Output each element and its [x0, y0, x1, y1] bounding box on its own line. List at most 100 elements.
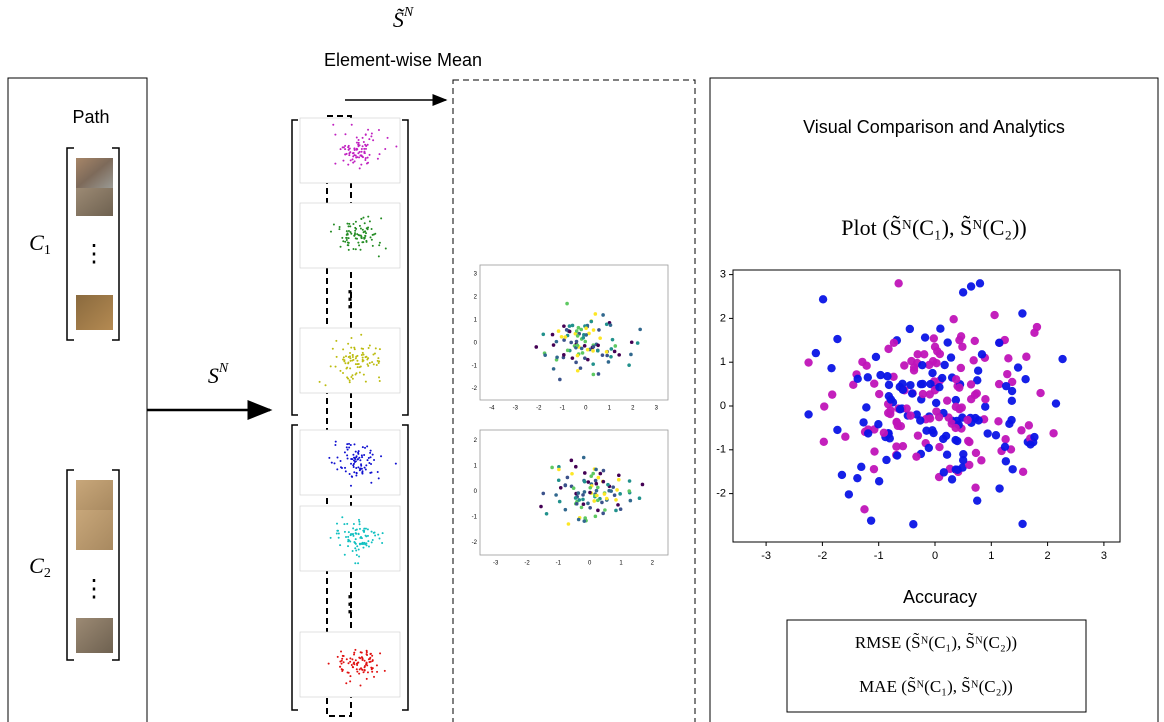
decor-dot	[341, 668, 344, 671]
decor-dot	[863, 429, 873, 438]
decor-dot	[355, 237, 358, 240]
decor-dot	[368, 138, 371, 141]
decor-dot	[375, 364, 378, 367]
decor-dot	[359, 227, 362, 230]
decor-dot	[977, 350, 987, 359]
decor-dot	[354, 538, 357, 541]
decor-dot	[341, 236, 344, 239]
image	[76, 158, 113, 188]
decor-dot	[352, 248, 355, 251]
decor-dot	[344, 470, 347, 473]
decor-dot	[973, 496, 982, 505]
decor-dot	[360, 464, 363, 467]
decor-dot	[544, 511, 549, 516]
decor-dot	[352, 527, 355, 530]
decor-dot	[348, 147, 351, 150]
decor-dot	[953, 465, 962, 474]
decor-dot	[341, 516, 344, 519]
decor-dot	[345, 682, 348, 685]
y-tick-label: 2	[474, 295, 478, 301]
decor-dot	[336, 468, 339, 471]
decor-dot	[363, 527, 366, 530]
decor-dot	[1004, 354, 1013, 363]
decor-dot	[591, 372, 596, 377]
ellipsis: ⋮	[82, 575, 106, 602]
decor-dot	[884, 408, 893, 418]
decor-dot	[377, 357, 380, 360]
decor-dot	[973, 366, 983, 375]
decor-dot	[372, 353, 375, 356]
decor-dot	[376, 157, 379, 160]
decor-dot	[1013, 363, 1023, 372]
path-panel	[7, 77, 148, 722]
decor-dot	[370, 530, 373, 533]
decor-dot	[372, 139, 375, 142]
decor-dot	[612, 349, 617, 354]
decor-dot	[1024, 421, 1034, 430]
decor-dot	[581, 455, 586, 460]
decor-dot	[361, 241, 364, 244]
decor-dot	[365, 464, 368, 467]
decor-dot	[942, 450, 952, 459]
decor-dot	[345, 236, 348, 239]
decor-dot	[357, 152, 360, 155]
decor-dot	[574, 502, 579, 506]
y-tick-label: -2	[472, 386, 478, 392]
decor-dot	[332, 223, 335, 226]
decor-dot	[627, 479, 632, 483]
decor-dot	[556, 329, 561, 333]
decor-dot	[947, 475, 957, 484]
decor-dot	[601, 468, 606, 473]
decor-dot	[604, 350, 609, 354]
decor-dot	[383, 669, 386, 672]
decor-dot	[350, 663, 353, 666]
decor-dot	[874, 389, 884, 399]
decor-dot	[370, 463, 373, 466]
decor-dot	[591, 349, 595, 353]
decor-dot	[365, 677, 368, 680]
decor-dot	[841, 432, 850, 441]
x-tick-label: -1	[556, 561, 562, 567]
decor-dot	[347, 377, 350, 380]
analytics-panel	[709, 77, 1159, 722]
decor-dot	[827, 363, 836, 373]
decor-dot	[372, 531, 375, 534]
decor-dot	[909, 520, 918, 529]
decor-dot	[909, 363, 919, 372]
decor-dot	[358, 672, 361, 675]
decor-dot	[373, 352, 376, 355]
decor-dot	[565, 348, 570, 353]
decor-dot	[344, 144, 347, 147]
decor-dot	[360, 467, 363, 470]
decor-dot	[371, 670, 374, 673]
decor-dot	[354, 363, 357, 366]
decor-dot	[970, 336, 979, 346]
decor-dot	[951, 423, 960, 433]
decor-dot	[368, 153, 371, 156]
decor-dot	[355, 549, 358, 552]
decor-dot	[357, 450, 360, 453]
decor-dot	[348, 381, 351, 384]
decor-dot	[357, 466, 360, 469]
decor-dot	[347, 163, 350, 166]
decor-dot	[370, 227, 373, 230]
x-tick-label: 1	[988, 550, 994, 562]
decor-dot	[1007, 386, 1017, 396]
decor-dot	[360, 537, 363, 540]
decor-dot	[364, 534, 367, 537]
decor-dot	[360, 454, 363, 457]
x-tick-label: 3	[655, 406, 659, 412]
decor-dot	[346, 222, 349, 225]
decor-dot	[356, 670, 359, 673]
decor-dot	[355, 471, 358, 474]
decor-dot	[557, 499, 562, 504]
decor-dot	[543, 353, 547, 357]
decor-dot	[357, 451, 360, 454]
y-tick-label: 2	[720, 312, 726, 324]
decor-dot	[347, 361, 350, 364]
decor-dot	[928, 426, 937, 435]
decor-dot	[377, 361, 380, 364]
decor-dot	[551, 343, 556, 347]
decor-dot	[580, 351, 585, 355]
